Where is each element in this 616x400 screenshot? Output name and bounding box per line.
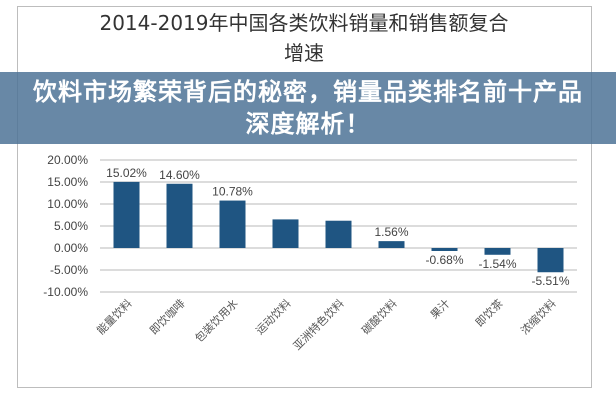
y-tick-label: -10.00% [43, 285, 88, 299]
bar [378, 241, 405, 248]
x-tick-label: 果汁 [428, 297, 453, 322]
headline-text: 饮料市场繁荣背后的秘密，销量品类排名前十产品深度解析！ [33, 78, 583, 138]
bar [166, 183, 193, 248]
bar [431, 248, 458, 251]
y-tick-label: 5.00% [54, 219, 88, 233]
data-label: -0.68% [425, 253, 463, 267]
data-label: -1.54% [478, 257, 516, 271]
y-tick-label: 15.00% [47, 175, 88, 189]
bar [219, 200, 246, 248]
x-tick-label: 亚洲特色饮料 [290, 296, 347, 353]
x-tick-label: 碳酸饮料 [359, 296, 400, 337]
x-tick-label: 即饮茶 [473, 297, 506, 330]
y-tick-label: -5.00% [50, 263, 88, 277]
data-label: 10.78% [212, 185, 253, 199]
chart-frame [17, 6, 592, 388]
bar [484, 248, 511, 255]
x-tick-label: 能量饮料 [94, 296, 135, 337]
y-tick-label: 10.00% [47, 197, 88, 211]
data-label: 14.60% [159, 168, 200, 182]
data-label: 1.56% [374, 225, 408, 239]
bar [113, 181, 140, 248]
bar [272, 219, 299, 248]
data-label: 15.02% [106, 166, 147, 180]
y-tick-label: 0.00% [54, 241, 88, 255]
bar [325, 220, 352, 248]
x-tick-label: 运动饮料 [253, 296, 294, 337]
x-tick-label: 包装饮用水 [193, 297, 241, 345]
bar [537, 248, 564, 273]
x-tick-label: 浓缩饮料 [518, 296, 559, 337]
headline-banner: 饮料市场繁荣背后的秘密，销量品类排名前十产品深度解析！ [0, 72, 616, 144]
chart-title: 2014-2019年中国各类饮料销量和销售额复合增速 [99, 11, 509, 65]
y-tick-label: 20.00% [47, 153, 88, 167]
data-label: -5.51% [531, 274, 569, 288]
x-tick-label: 即饮咖啡 [147, 296, 188, 337]
